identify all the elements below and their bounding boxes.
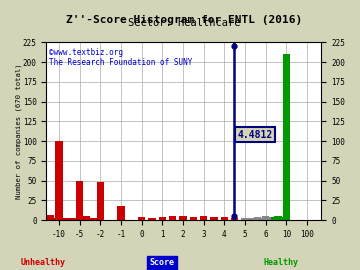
Bar	[254, 217, 261, 220]
Bar	[72, 218, 79, 220]
Bar	[278, 217, 285, 220]
Bar	[283, 141, 290, 220]
Text: Score: Score	[149, 258, 175, 267]
Bar	[138, 217, 145, 220]
Bar	[221, 217, 228, 220]
Bar	[276, 218, 283, 220]
Bar	[283, 54, 290, 220]
Text: 4.4812: 4.4812	[237, 130, 273, 140]
Bar	[264, 217, 271, 220]
Text: Unhealthy: Unhealthy	[21, 258, 66, 267]
Bar	[59, 218, 67, 220]
Text: ©www.textbiz.org: ©www.textbiz.org	[49, 48, 122, 57]
Bar	[270, 218, 277, 220]
Bar	[210, 217, 217, 220]
Bar	[248, 218, 255, 220]
Bar	[265, 217, 272, 220]
Bar	[83, 216, 90, 220]
Title: Z''-Score Histogram for ENTL (2016): Z''-Score Histogram for ENTL (2016)	[66, 15, 302, 25]
Bar	[280, 218, 288, 220]
Text: Healthy: Healthy	[263, 258, 298, 267]
Text: The Research Foundation of SUNY: The Research Foundation of SUNY	[49, 58, 192, 67]
Bar	[51, 218, 58, 220]
Bar	[271, 217, 279, 220]
Bar	[169, 216, 176, 220]
Bar	[268, 218, 275, 220]
Bar	[274, 216, 282, 220]
Bar	[267, 218, 274, 220]
Bar	[279, 218, 286, 220]
Bar	[68, 218, 75, 220]
Bar	[231, 218, 238, 220]
Bar	[148, 218, 156, 220]
Text: Sector: Healthcare: Sector: Healthcare	[128, 18, 240, 28]
Bar	[96, 182, 104, 220]
Bar	[47, 215, 54, 220]
Bar	[76, 181, 83, 220]
Bar	[260, 218, 267, 220]
Bar	[90, 218, 97, 220]
Bar	[117, 206, 125, 220]
Bar	[190, 217, 197, 220]
Bar	[283, 196, 290, 220]
Bar	[159, 217, 166, 220]
Bar	[55, 141, 63, 220]
Bar	[283, 212, 290, 220]
Y-axis label: Number of companies (670 total): Number of companies (670 total)	[15, 63, 22, 199]
Bar	[273, 217, 280, 220]
Bar	[262, 216, 269, 220]
Bar	[241, 218, 248, 220]
Bar	[179, 216, 186, 220]
Bar	[63, 218, 71, 220]
Bar	[200, 216, 207, 220]
